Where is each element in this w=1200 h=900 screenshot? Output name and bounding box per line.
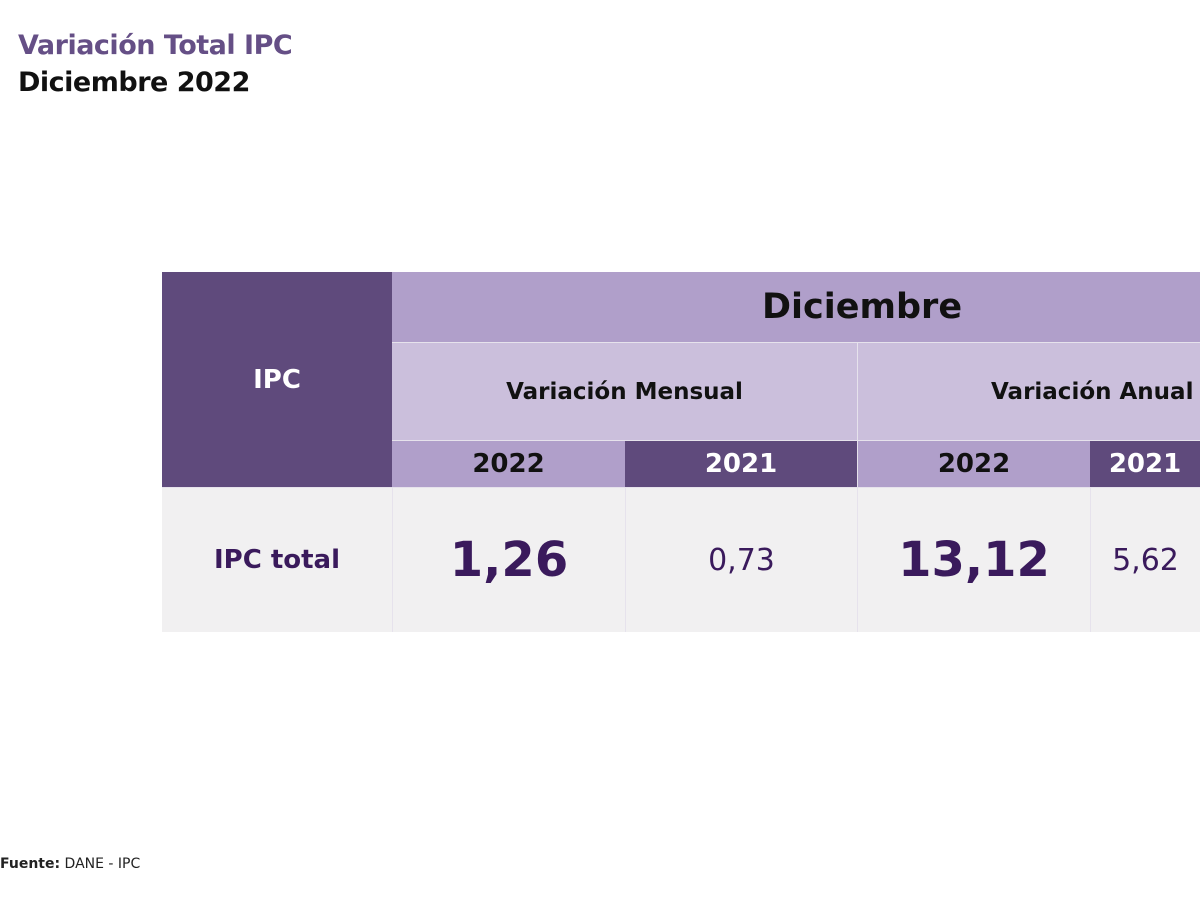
- year-header-anual-2021: 2021: [1090, 440, 1200, 487]
- row-header-ipc: IPC: [162, 272, 392, 487]
- year-header-anual-2022: 2022: [857, 440, 1090, 487]
- value-mensual-2022: 1,26: [392, 487, 625, 632]
- value-anual-2021: 5,62: [1090, 487, 1200, 632]
- value-anual-2022: 13,12: [857, 487, 1090, 632]
- source-text: DANE - IPC: [64, 856, 141, 872]
- year-header-mensual-2022: 2022: [392, 440, 625, 487]
- year-header-mensual-2021: 2021: [625, 440, 857, 487]
- value-mensual-2021: 0,73: [625, 487, 857, 632]
- subheader-variacion-anual: Variación Anual: [857, 342, 1200, 440]
- row-label-ipc-total: IPC total: [162, 487, 392, 632]
- page-subtitle: Diciembre 2022: [18, 67, 250, 98]
- subheader-variacion-mensual: Variación Mensual: [392, 342, 857, 440]
- source-note: Fuente: DANE - IPC: [0, 856, 140, 872]
- page-title: Variación Total IPC: [18, 30, 293, 61]
- group-header-diciembre: Diciembre: [392, 272, 1200, 342]
- source-label: Fuente:: [0, 856, 61, 872]
